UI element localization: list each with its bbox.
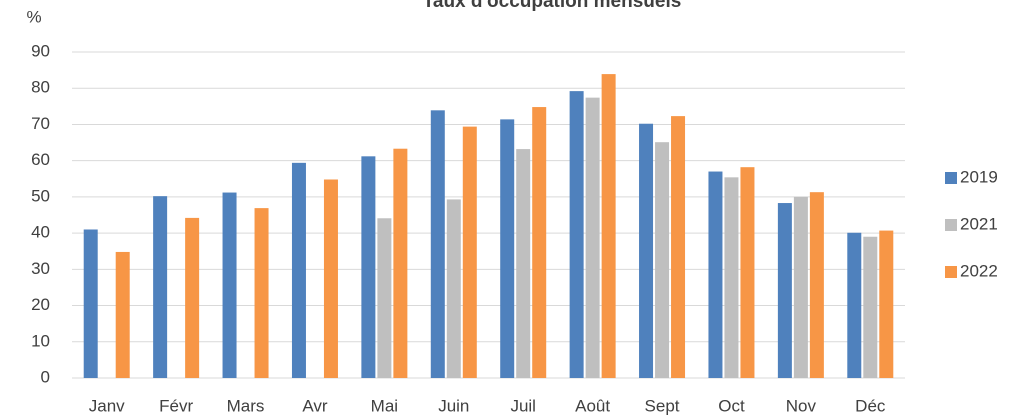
x-tick-label: Mai bbox=[371, 396, 398, 415]
bar bbox=[516, 149, 531, 378]
bar bbox=[291, 162, 306, 378]
bar bbox=[863, 236, 878, 378]
x-tick-label: Juil bbox=[510, 396, 536, 415]
chart-title: Taux d'occupation mensuels bbox=[423, 0, 682, 12]
bar bbox=[793, 196, 808, 378]
y-tick-label: 30 bbox=[31, 259, 50, 278]
bar bbox=[185, 217, 200, 378]
y-axis-label: % bbox=[26, 7, 41, 26]
bar bbox=[655, 142, 670, 378]
bar bbox=[809, 192, 824, 378]
bar bbox=[462, 126, 477, 379]
legend-label: 2021 bbox=[960, 214, 998, 233]
bar bbox=[585, 97, 600, 378]
bar bbox=[532, 107, 547, 379]
legend-swatch bbox=[945, 172, 957, 184]
bar bbox=[115, 251, 130, 378]
bar bbox=[671, 116, 686, 378]
bar bbox=[601, 74, 616, 379]
bar bbox=[446, 199, 461, 378]
legend-swatch bbox=[945, 219, 957, 231]
bar bbox=[639, 123, 654, 378]
y-tick-label: 90 bbox=[31, 41, 50, 60]
bar bbox=[879, 230, 894, 378]
x-tick-label: Déc bbox=[855, 396, 886, 415]
x-tick-label: Avr bbox=[302, 396, 328, 415]
bar bbox=[777, 203, 792, 378]
y-tick-label: 50 bbox=[31, 186, 50, 205]
y-tick-label: 0 bbox=[41, 367, 50, 386]
bar bbox=[724, 177, 739, 378]
y-tick-label: 40 bbox=[31, 223, 50, 242]
bar bbox=[361, 156, 376, 378]
bar bbox=[254, 208, 269, 378]
bar bbox=[708, 171, 723, 378]
bar bbox=[500, 119, 515, 378]
x-tick-label: Janv bbox=[89, 396, 125, 415]
y-tick-label: 10 bbox=[31, 331, 50, 350]
legend-label: 2022 bbox=[960, 261, 998, 280]
x-tick-label: Juin bbox=[438, 396, 469, 415]
bar bbox=[377, 218, 392, 378]
bar bbox=[153, 196, 168, 378]
y-tick-label: 60 bbox=[31, 150, 50, 169]
x-tick-label: Févr bbox=[159, 396, 193, 415]
legend-label: 2019 bbox=[960, 167, 998, 186]
x-tick-label: Oct bbox=[718, 396, 745, 415]
x-tick-label: Sept bbox=[645, 396, 680, 415]
bar bbox=[323, 179, 338, 378]
bar bbox=[393, 148, 408, 378]
bar bbox=[222, 192, 237, 378]
y-tick-label: 80 bbox=[31, 78, 50, 97]
bar bbox=[740, 167, 755, 378]
legend-swatch bbox=[945, 266, 957, 278]
x-tick-label: Août bbox=[575, 396, 610, 415]
x-tick-label: Nov bbox=[786, 396, 817, 415]
bar bbox=[430, 110, 445, 378]
y-tick-label: 70 bbox=[31, 114, 50, 133]
bar bbox=[83, 229, 98, 378]
bar bbox=[569, 91, 584, 379]
bar bbox=[847, 232, 862, 378]
x-tick-label: Mars bbox=[227, 396, 265, 415]
y-tick-label: 20 bbox=[31, 295, 50, 314]
